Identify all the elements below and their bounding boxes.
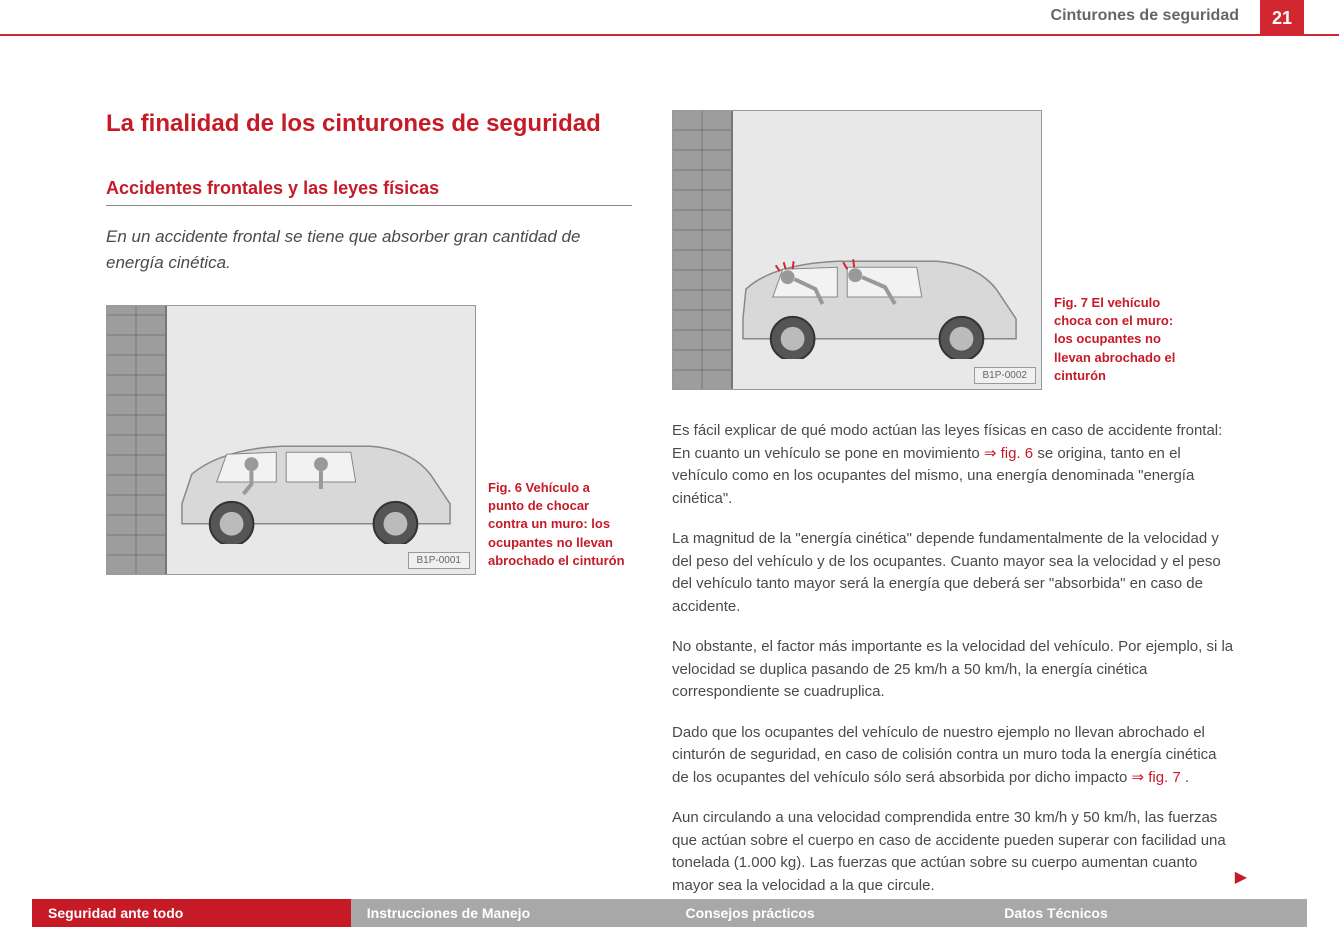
figure-7-block: B1P-0002 Fig. 7 El vehículo choca con el… bbox=[672, 110, 1235, 390]
fig6-reference[interactable]: ⇒ fig. 6 bbox=[984, 445, 1033, 462]
footer-tab-instrucciones[interactable]: Instrucciones de Manejo bbox=[351, 899, 670, 927]
footer-tabs: Seguridad ante todo Instrucciones de Man… bbox=[32, 899, 1307, 927]
car-graphic bbox=[172, 434, 460, 544]
figure-6-caption: Fig. 6 Vehículo a punto de chocar contra… bbox=[488, 479, 628, 575]
body-para-5: Aun circulando a una velocidad comprendi… bbox=[672, 807, 1235, 897]
subsection-title: Accidentes frontales y las leyes físicas bbox=[106, 178, 632, 206]
body-para-1: Es fácil explicar de qué modo actúan las… bbox=[672, 420, 1235, 510]
figure-6-image: B1P-0001 bbox=[106, 305, 476, 575]
page-content: La finalidad de los cinturones de seguri… bbox=[106, 110, 1249, 915]
continue-arrow-icon: ▶ bbox=[1235, 867, 1247, 887]
wall-graphic bbox=[107, 306, 167, 574]
wall-graphic bbox=[673, 111, 733, 389]
figure-7-label: B1P-0002 bbox=[974, 367, 1036, 384]
section-title: La finalidad de los cinturones de seguri… bbox=[106, 110, 632, 138]
body-para-2: La magnitud de la "energía cinética" dep… bbox=[672, 528, 1235, 618]
para4-text-b: . bbox=[1185, 769, 1189, 786]
intro-text: En un accidente frontal se tiene que abs… bbox=[106, 224, 632, 275]
figure-6-block: B1P-0001 Fig. 6 Vehículo a punto de choc… bbox=[106, 305, 632, 575]
body-para-3: No obstante, el factor más importante es… bbox=[672, 636, 1235, 704]
fig7-reference[interactable]: ⇒ fig. 7 bbox=[1131, 769, 1180, 786]
figure-7-image: B1P-0002 bbox=[672, 110, 1042, 390]
header-section-title: Cinturones de seguridad bbox=[1051, 7, 1239, 25]
page-number: 21 bbox=[1260, 0, 1304, 36]
left-column: La finalidad de los cinturones de seguri… bbox=[106, 110, 632, 915]
header-bar: Cinturones de seguridad 21 bbox=[0, 0, 1339, 36]
figure-7-caption: Fig. 7 El vehículo choca con el muro: lo… bbox=[1054, 294, 1194, 390]
footer-tab-consejos[interactable]: Consejos prácticos bbox=[670, 899, 989, 927]
footer-tab-datos[interactable]: Datos Técnicos bbox=[988, 899, 1307, 927]
figure-6-label: B1P-0001 bbox=[408, 552, 470, 569]
car-crash-graphic bbox=[738, 249, 1026, 359]
right-column: B1P-0002 Fig. 7 El vehículo choca con el… bbox=[672, 110, 1235, 915]
footer-tab-seguridad[interactable]: Seguridad ante todo bbox=[32, 899, 351, 927]
body-para-4: Dado que los ocupantes del vehículo de n… bbox=[672, 722, 1235, 790]
